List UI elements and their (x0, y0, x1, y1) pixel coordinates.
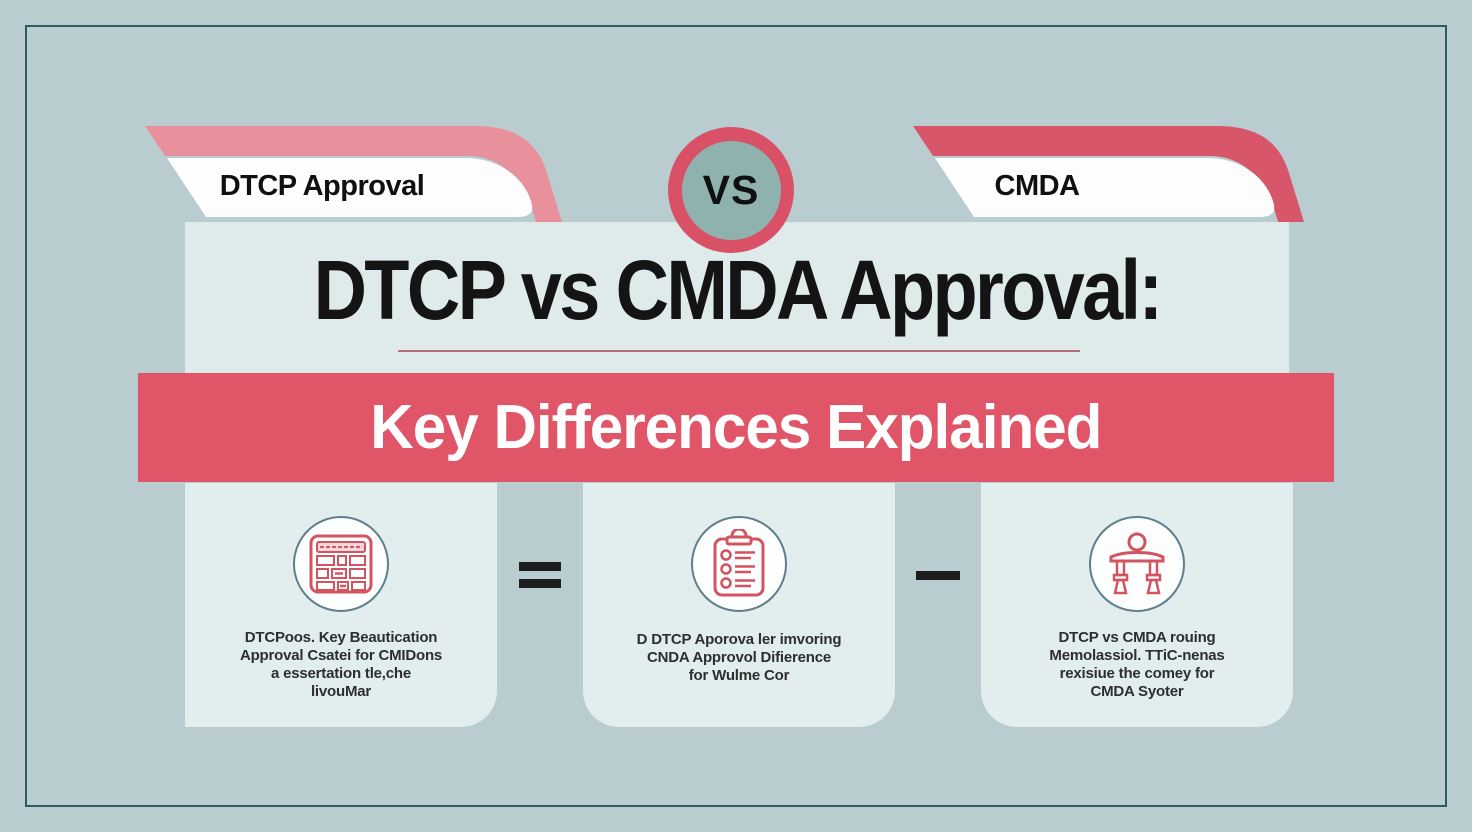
minus-symbol (916, 571, 960, 580)
ribbon-right-shape (913, 126, 1304, 222)
ribbon-left-band (145, 126, 562, 222)
balance-scale-icon (1109, 532, 1165, 595)
caption-line: DTCPoos. Key Beautication (244, 629, 438, 646)
ribbon-left (137, 126, 567, 222)
left-tab-label: DTCP Approval (219, 170, 425, 202)
main-title: DTCP vs CMDA Approval: (313, 243, 1164, 337)
caption-line: Approval Csatei for CMIDons (239, 647, 443, 664)
vs-label: VS (702, 166, 760, 213)
right-tab-label: CMDA (994, 170, 1081, 202)
caption-line: DTCP vs CMDA rouing (1058, 629, 1216, 646)
equals-symbol (519, 579, 561, 588)
vs-badge-inner: VS (681, 140, 781, 240)
ribbon-left-tab (167, 158, 533, 217)
caption-line: for Wulme Cor (688, 667, 790, 684)
caption-line: CNDA Approvol Difierence (646, 649, 832, 666)
banner: Key Differences Explained (138, 373, 1334, 482)
icon-circle-left (293, 516, 389, 612)
icon-circle-right (1089, 516, 1185, 612)
vs-badge: VS (668, 127, 794, 253)
column-caption-left: DTCPoos. Key Beautication Approval Csate… (185, 629, 497, 701)
caption-line: rexisiue the comey for (1059, 665, 1215, 682)
ribbon-right-band (913, 126, 1304, 222)
column-caption-middle: D DTCP Aporova ler imvoring CNDA Approvo… (583, 631, 895, 685)
caption-line: CMDA Syoter (1090, 683, 1184, 700)
ribbon-left-shape (145, 126, 562, 222)
checklist-clipboard-icon (713, 529, 765, 597)
ribbon-right-tab (935, 158, 1275, 217)
equals-symbol (519, 562, 561, 571)
caption-line: Memolassiol. TTiC-nenas (1049, 647, 1225, 664)
approval-table-icon (309, 534, 373, 594)
caption-line: a essertation tle,che (270, 665, 412, 682)
caption-line: D DTCP Aporova ler imvoring (636, 631, 842, 648)
title-divider (398, 350, 1080, 352)
ribbon-right (905, 126, 1308, 222)
caption-line: livouMar (310, 683, 372, 700)
banner-title: Key Differences Explained (370, 393, 1102, 462)
icon-circle-middle (691, 516, 787, 612)
column-caption-right: DTCP vs CMDA rouing Memolassiol. TTiC-ne… (981, 629, 1293, 701)
